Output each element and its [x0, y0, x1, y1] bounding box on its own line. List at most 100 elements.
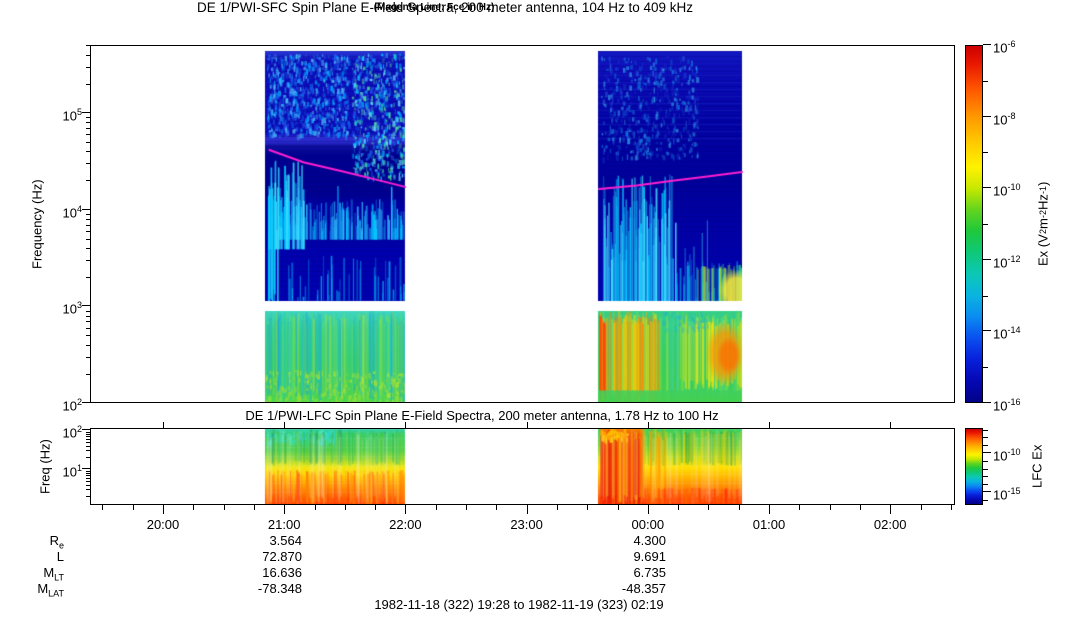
colorbar-minor-tick	[983, 367, 988, 368]
colorbar-tick-label: 10-12	[993, 253, 1021, 271]
ephemeris-row-label-mlat: MLAT	[37, 581, 64, 599]
time-range-footer: 1982-11-18 (322) 19:28 to 1982-11-19 (32…	[374, 597, 664, 612]
x-axis-tick	[618, 505, 619, 510]
y-axis-minor-tick	[86, 84, 90, 85]
y-axis-tick	[82, 429, 90, 430]
y-axis-minor-tick	[86, 446, 90, 447]
x-axis-tick	[375, 505, 376, 510]
y-axis-minor-tick	[86, 219, 90, 220]
y-axis-minor-tick	[86, 321, 90, 322]
x-axis-tick	[193, 505, 194, 510]
ephemeris-value: 72.870	[262, 549, 302, 564]
y-axis-minor-tick	[86, 225, 90, 226]
lfc-top-tick	[769, 422, 770, 428]
y-axis-minor-tick	[86, 55, 90, 56]
colorbar-minor-tick	[983, 469, 988, 470]
x-axis-hour-label: 23:00	[510, 517, 543, 532]
sfc-colorbar-label: Ex (V 2 m -2 Hz -1)	[1035, 182, 1051, 266]
y-axis-minor-tick	[86, 345, 90, 346]
y-axis-tick-label: 101	[62, 462, 82, 480]
y-axis-minor-tick	[86, 311, 90, 312]
x-axis-hour-label: 20:00	[146, 517, 180, 532]
ephemeris-value: 16.636	[262, 565, 302, 580]
y-axis-minor-tick	[86, 328, 90, 329]
x-axis-tick	[860, 505, 861, 510]
x-axis-hour-label: 21:00	[267, 517, 301, 532]
y-axis-minor-tick	[86, 473, 90, 474]
y-axis-tick	[82, 112, 90, 113]
y-axis-tick	[82, 305, 90, 306]
x-axis-hour-label: 22:00	[389, 517, 422, 532]
y-axis-minor-tick	[86, 434, 90, 435]
y-axis-tick-label: 103	[62, 300, 82, 317]
y-axis-minor-tick	[86, 67, 90, 68]
colorbar-tick-label: 10-15	[993, 485, 1021, 503]
ephemeris-value: -48.357	[621, 581, 666, 596]
y-axis-tick-label: 102	[62, 423, 82, 441]
colorbar-tick	[983, 402, 991, 403]
x-axis-tick	[315, 505, 316, 510]
x-axis-tick	[102, 505, 103, 510]
x-axis-tick	[678, 505, 679, 510]
y-axis-minor-tick	[86, 432, 90, 433]
ephemeris-value: 3.564	[269, 533, 302, 548]
y-axis-minor-tick	[86, 481, 90, 482]
colorbar-minor-tick	[983, 484, 988, 485]
colorbar-tick	[983, 330, 991, 331]
x-axis-tick	[284, 505, 285, 514]
sfc-colorbar	[965, 45, 983, 403]
y-axis-minor-tick	[86, 478, 90, 479]
lfc-title: DE 1/PWI-LFC Spin Plane E-Field Spectra,…	[245, 408, 719, 423]
y-axis-minor-tick	[86, 142, 90, 143]
ephemeris-row-label-l: L	[56, 549, 64, 564]
colorbar-tick	[983, 452, 991, 453]
x-axis-tick	[345, 505, 346, 510]
colorbar-tick	[983, 44, 991, 45]
y-axis-minor-tick	[86, 374, 90, 375]
sfc-plot-area	[90, 45, 955, 403]
colorbar-minor-tick	[983, 224, 988, 225]
y-axis-minor-tick	[86, 260, 90, 261]
x-axis-tick	[527, 505, 528, 514]
y-axis-minor-tick	[86, 122, 90, 123]
ephemeris-value: 6.735	[633, 565, 666, 580]
sfc-subtitle: (Magenta Line: Fce in Hz)	[373, 2, 495, 13]
lfc-top-tick	[163, 422, 164, 428]
lfc-top-tick	[284, 422, 285, 428]
y-axis-minor-tick	[86, 134, 90, 135]
sfc-spectrogram-canvas	[91, 46, 954, 402]
y-axis-minor-tick	[86, 231, 90, 232]
sfc-title: DE 1/PWI-SFC Spin Plane E-Field Spectra,…	[197, 0, 693, 15]
colorbar-tick-label: 10-6	[993, 39, 1016, 56]
x-axis-tick	[830, 505, 831, 510]
colorbar-tick-label: 10-10	[993, 182, 1021, 199]
lfc-colorbar	[965, 428, 983, 505]
x-axis-tick	[405, 505, 406, 514]
lfc-colorbar-label: LFC Ex	[1029, 444, 1045, 489]
x-axis-tick	[436, 505, 437, 510]
y-axis-minor-tick	[86, 117, 90, 118]
colorbar-tick-label: 10-14	[993, 325, 1021, 342]
x-axis-tick	[496, 505, 497, 510]
y-axis-tick-label: 104	[62, 203, 82, 220]
ephemeris-row-label-re: Re	[49, 533, 64, 551]
x-axis-tick	[799, 505, 800, 510]
x-axis-hour-label: 01:00	[752, 517, 786, 532]
y-axis-minor-tick	[86, 436, 90, 437]
colorbar-minor-tick	[983, 437, 988, 438]
x-axis-tick	[951, 505, 952, 510]
colorbar-tick	[983, 259, 991, 260]
colorbar-minor-tick	[983, 296, 988, 297]
x-axis-tick	[921, 505, 922, 510]
y-axis-minor-tick	[86, 214, 90, 215]
y-axis-minor-tick	[86, 335, 90, 336]
x-axis-tick	[739, 505, 740, 510]
lfc-top-tick	[527, 422, 528, 428]
y-axis-minor-tick	[86, 277, 90, 278]
y-axis-minor-tick	[86, 180, 90, 181]
y-axis-tick	[82, 402, 90, 403]
y-axis-minor-tick	[86, 450, 90, 451]
y-axis-minor-tick	[86, 45, 90, 46]
y-axis-minor-tick	[86, 457, 90, 458]
